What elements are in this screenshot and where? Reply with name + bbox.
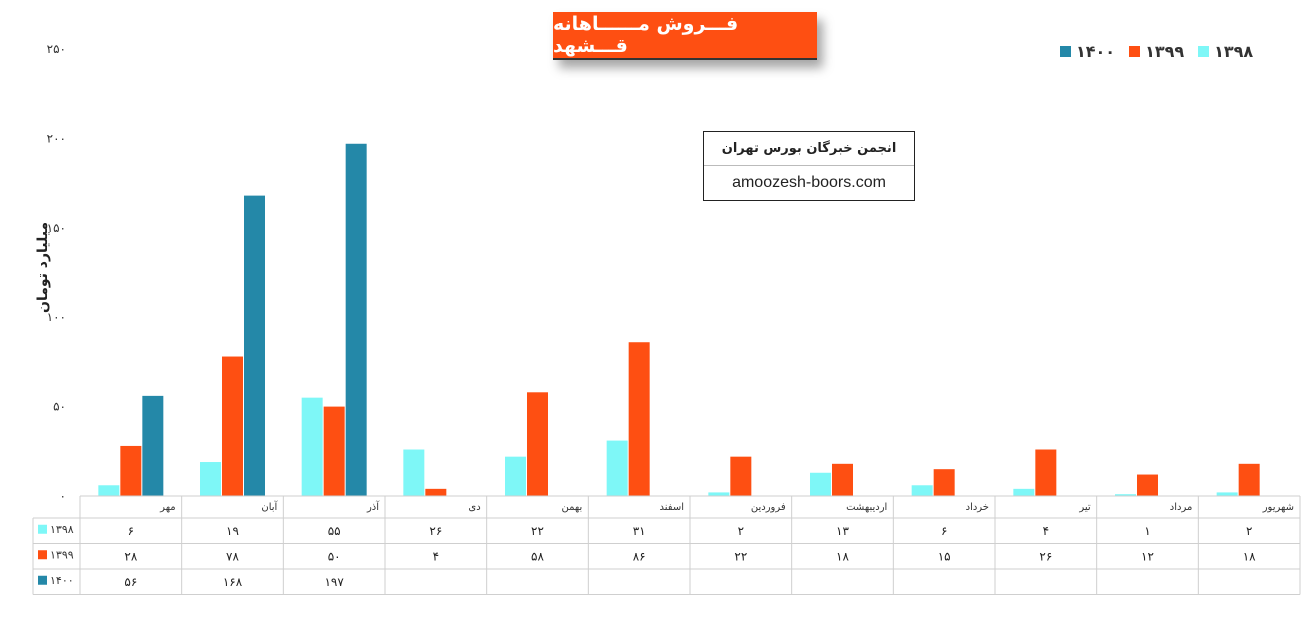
bar-۱۳۹۹-7 <box>832 463 853 496</box>
data-label: ۲۲ <box>531 524 544 538</box>
table-key-swatch-۱۳۹۹ <box>38 550 47 560</box>
bar-۱۳۹۹-11 <box>1238 463 1260 496</box>
bar-۱۳۹۹-8 <box>933 469 955 496</box>
data-label: ۲ <box>738 524 744 538</box>
bar-۱۳۹۹-9 <box>1035 449 1057 496</box>
legend-swatch-1398 <box>1198 45 1210 57</box>
table-key-swatch-۱۴۰۰ <box>38 575 47 585</box>
table-series-label-۱۳۹۸: ۱۳۹۸ <box>50 523 74 536</box>
legend-item-1399: ۱۳۹۹ <box>1129 42 1184 61</box>
data-label: ۱۵ <box>938 549 951 563</box>
bar-۱۳۹۹-3 <box>425 488 447 496</box>
bar-۱۳۹۸-1 <box>200 462 221 496</box>
category-label: شهریور <box>1262 502 1294 513</box>
y-tick-label: ۲۰۰ <box>47 131 66 145</box>
data-label: ۶ <box>128 524 134 538</box>
bar-۱۳۹۸-5 <box>606 440 628 496</box>
y-tick-label: ۲۵۰ <box>47 42 66 56</box>
bar-۱۳۹۹-2 <box>323 406 345 496</box>
data-label: ۲ <box>1246 524 1252 538</box>
legend: ۱۳۹۸ ۱۳۹۹ ۱۴۰۰ <box>1060 40 1253 62</box>
data-label: ۵۶ <box>124 575 137 589</box>
data-label: ۵۸ <box>531 549 544 563</box>
data-label: ۲۶ <box>1039 549 1052 563</box>
data-label: ۱۳ <box>836 524 849 538</box>
data-label: ۳۱ <box>633 524 646 538</box>
data-label: ۱ <box>1144 524 1150 538</box>
legend-swatch-1400 <box>1060 45 1071 57</box>
legend-item-1398: ۱۳۹۸ <box>1198 42 1253 61</box>
table-series-label-۱۴۰۰: ۱۴۰۰ <box>50 574 74 587</box>
y-tick-label: ۰ <box>60 489 66 503</box>
category-label: اسفند <box>660 502 684 513</box>
bar-۱۳۹۹-0 <box>120 445 142 496</box>
legend-label-1398: ۱۳۹۸ <box>1214 41 1254 61</box>
data-label: ۲۲ <box>734 549 747 563</box>
data-label: ۴ <box>433 549 439 563</box>
info-box-website: amoozesh-boors.com <box>732 174 886 191</box>
bar-۱۳۹۸-10 <box>1115 494 1136 496</box>
category-label: مهر <box>159 502 175 513</box>
y-tick-label: ۱۰۰ <box>47 310 66 324</box>
category-label: آبان <box>261 500 278 513</box>
bar-۱۴۰۰-0 <box>142 395 164 496</box>
legend-swatch-1399 <box>1129 45 1141 57</box>
legend-label-1400: ۱۴۰۰ <box>1076 41 1116 61</box>
y-tick-label: ۱۵۰ <box>47 221 66 235</box>
data-label: ۱۸ <box>836 549 849 563</box>
table-key-swatch-۱۳۹۸ <box>38 524 47 534</box>
watermark-info-box: انجمن خبرگان بورس تهران amoozesh-boors.c… <box>703 131 915 201</box>
bar-۱۳۹۹-4 <box>527 392 548 496</box>
bar-۱۳۹۸-6 <box>708 492 730 496</box>
data-label: ۵۰ <box>328 549 341 563</box>
category-label: خرداد <box>966 502 989 513</box>
category-label: تیر <box>1078 502 1091 513</box>
bar-۱۳۹۹-1 <box>222 356 243 496</box>
bar-۱۳۹۸-4 <box>505 456 526 496</box>
data-label: ۱۲ <box>1141 549 1154 563</box>
bar-۱۳۹۸-2 <box>301 397 323 496</box>
chart-title-text: فـــروش مــــــاهانه قـــشهد <box>553 13 739 57</box>
bar-۱۳۹۸-3 <box>403 449 425 496</box>
info-box-org-name: انجمن خبرگان بورس تهران <box>704 132 914 166</box>
bar-۱۳۹۸-0 <box>98 485 120 496</box>
data-label: ۱۹ <box>226 524 239 538</box>
data-label: ۱۶۸ <box>223 575 243 589</box>
data-label: ۲۶ <box>429 524 442 538</box>
bar-۱۳۹۹-10 <box>1137 474 1158 496</box>
bar-۱۳۹۸-11 <box>1216 492 1238 496</box>
legend-item-1400: ۱۴۰۰ <box>1060 42 1115 61</box>
bar-۱۳۹۸-8 <box>911 485 933 496</box>
bar-۱۳۹۹-6 <box>730 456 752 496</box>
category-label: مرداد <box>1170 502 1193 513</box>
bar-۱۴۰۰-1 <box>244 195 265 496</box>
y-tick-label: ۵۰ <box>53 400 66 414</box>
data-label: ۵۵ <box>328 524 341 538</box>
category-label: دی <box>468 502 480 513</box>
legend-label-1399: ۱۳۹۹ <box>1145 41 1185 61</box>
category-label: آذر <box>366 500 380 513</box>
y-axis-label: میلیارد تومان <box>35 221 51 313</box>
bar-۱۳۹۸-7 <box>810 472 831 496</box>
chart-title: فـــروش مــــــاهانه قـــشهد <box>553 12 817 60</box>
data-label: ۲۸ <box>124 549 137 563</box>
category-label: بهمن <box>562 502 583 513</box>
table-series-label-۱۳۹۹: ۱۳۹۹ <box>50 548 74 561</box>
data-label: ۱۸ <box>1243 549 1256 563</box>
data-label: ۴ <box>1043 524 1049 538</box>
data-label: ۸۶ <box>633 549 646 563</box>
data-label: ۷۸ <box>226 549 239 563</box>
category-label: فروردین <box>751 502 786 513</box>
bar-۱۳۹۹-5 <box>628 342 650 496</box>
bar-۱۴۰۰-2 <box>345 143 367 496</box>
category-label: اردیبهشت <box>846 502 887 513</box>
bar-۱۳۹۸-9 <box>1013 488 1035 496</box>
data-label: ۱۹۷ <box>324 575 344 589</box>
data-label: ۶ <box>941 524 947 538</box>
